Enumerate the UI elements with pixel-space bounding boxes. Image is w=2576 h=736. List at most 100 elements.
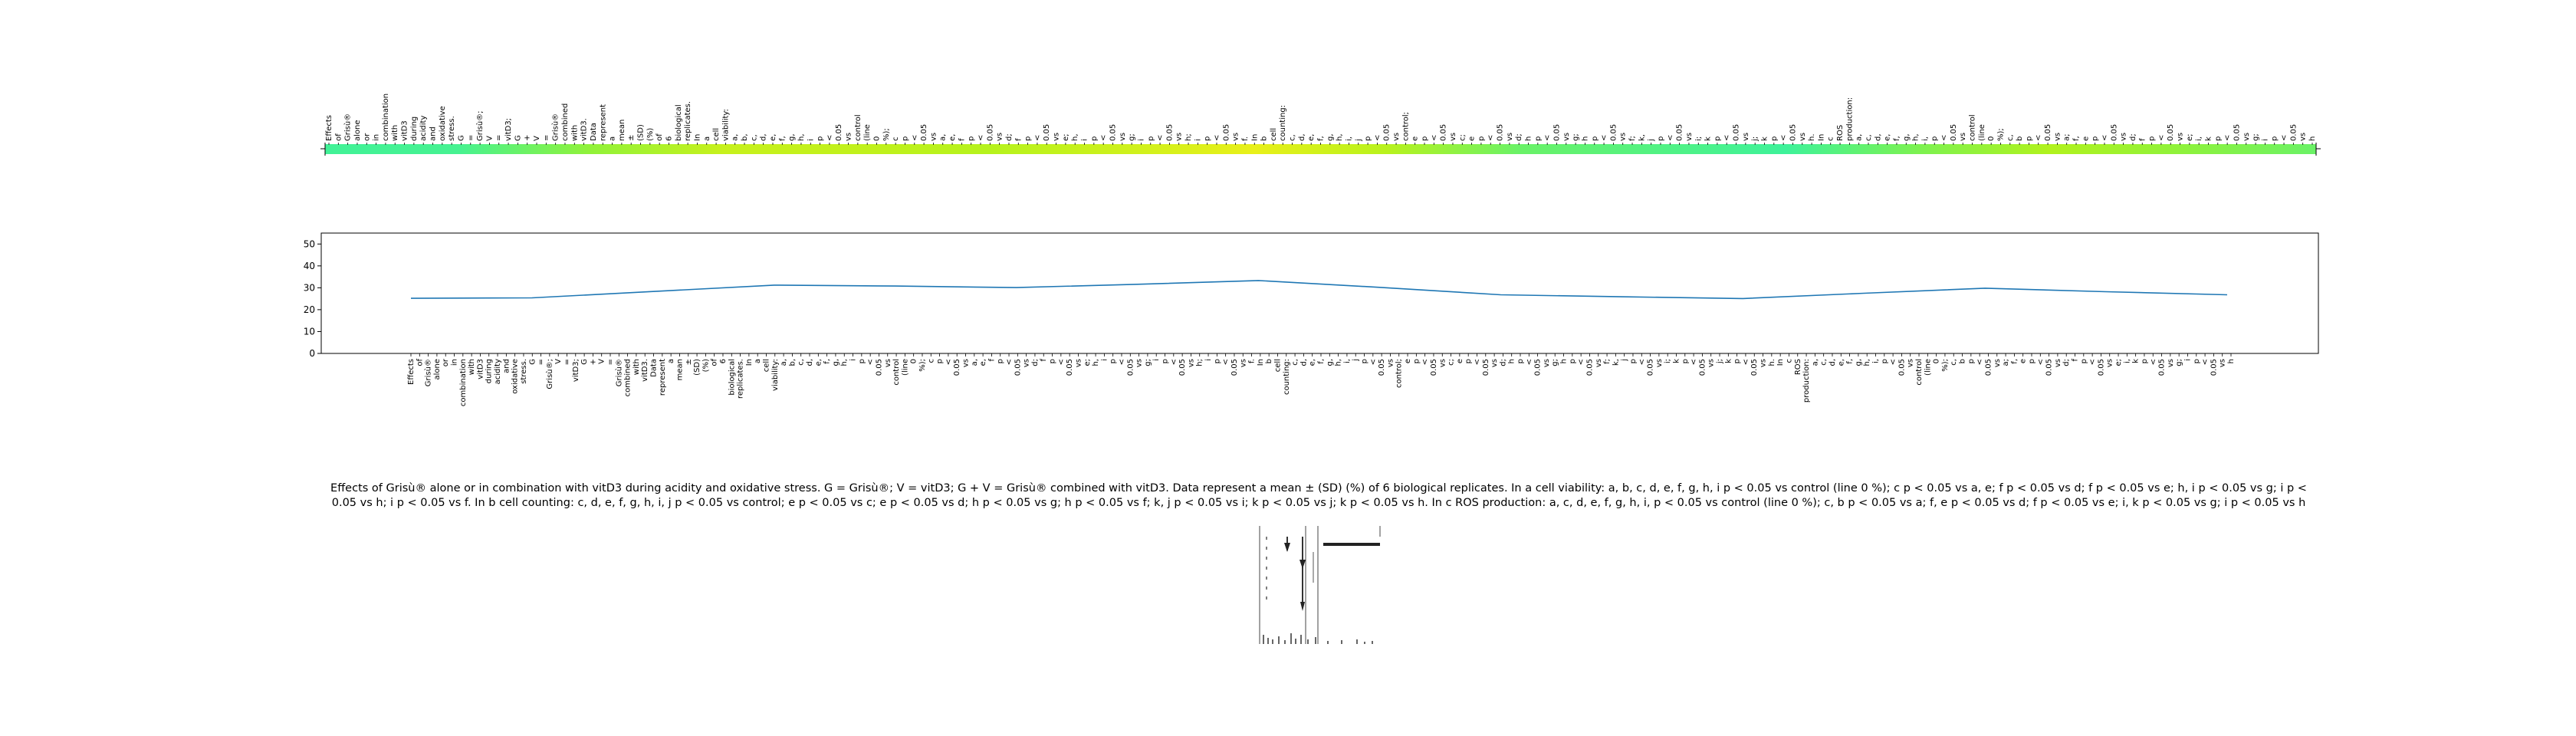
- x-tick-label: e,: [1309, 359, 1317, 366]
- x-tick-label: vs: [962, 359, 971, 367]
- x-tick-label: i;: [1664, 359, 1672, 363]
- y-tick-label: 30: [304, 282, 315, 293]
- heatmap-tick-label: G: [514, 135, 522, 141]
- heatmap-tick-label: vitD3;: [504, 118, 513, 141]
- heatmap-tick-label: <: [1156, 135, 1165, 141]
- heatmap-tick-label: 0.05: [920, 124, 928, 141]
- x-tick-label: b: [1959, 359, 1967, 363]
- x-tick-label: G: [528, 359, 537, 365]
- x-tick-label: 0.05: [1750, 359, 1759, 376]
- heatmap-tick-label: i,: [1345, 136, 1353, 141]
- heatmap-tick-label: e: [2082, 136, 2090, 141]
- x-tick-label: ±: [685, 359, 693, 365]
- x-tick-label: production:: [1802, 359, 1811, 402]
- x-tick-label: vs: [1595, 359, 1603, 367]
- x-tick-label: <: [2201, 359, 2210, 365]
- x-tick-label: 0.05: [1534, 359, 1543, 376]
- heatmap-tick-label: Grisù®;: [475, 110, 485, 141]
- heatmap-tick-label: p: [1090, 136, 1099, 141]
- heatmap-tick-label: (%): [646, 128, 655, 141]
- x-tick-label: p: [1412, 359, 1421, 363]
- heatmap-tick-label: p: [968, 136, 976, 141]
- heatmap-tick-label: e,: [948, 134, 957, 141]
- x-tick-label: f,: [823, 359, 832, 364]
- x-tick-label: vs: [1907, 359, 1915, 367]
- x-tick-label: vs: [1707, 359, 1716, 367]
- heatmap-tick-label: f: [958, 138, 966, 141]
- x-tick-label: and: [502, 359, 511, 373]
- x-tick-label: p: [1361, 359, 1369, 363]
- x-tick-label: h: [1560, 359, 1569, 363]
- x-tick-label: p: [1629, 359, 1638, 363]
- heatmap-tick-label: <: [1373, 135, 1382, 141]
- heatmap-tick-label: cell: [712, 128, 721, 141]
- x-tick-label: vs: [1023, 359, 1031, 367]
- x-tick-label: In: [745, 359, 754, 366]
- x-tick-label: combined: [624, 359, 632, 396]
- x-tick-label: e: [1456, 359, 1464, 363]
- heatmap-tick-label: d,: [1874, 133, 1882, 141]
- x-tick-label: vs: [2167, 359, 2175, 367]
- heatmap-tick-label: i: [2261, 139, 2269, 141]
- heatmap-tick-label: 0.05: [1222, 124, 1230, 141]
- heatmap-tick-label: h: [2308, 136, 2317, 141]
- x-tick-label: oxidative: [511, 359, 520, 394]
- x-tick-label: <: [1421, 359, 1430, 365]
- x-tick-label: c,: [797, 359, 806, 366]
- heatmap-tick-label: vs: [1506, 133, 1514, 141]
- x-tick-label: d,: [806, 359, 814, 366]
- heatmap-tick-label: <: [1779, 135, 1788, 141]
- x-tick-label: 0.05: [1430, 359, 1438, 376]
- x-tick-label: <: [945, 359, 953, 365]
- y-axis: 0 10 20 30 40 50: [304, 238, 321, 359]
- x-tick-label: 0.05: [953, 359, 961, 376]
- heatmap-tick-label: <: [2035, 135, 2043, 141]
- x-tick-label: f,: [2010, 359, 2019, 364]
- x-tick-label: 0: [1933, 359, 1941, 363]
- x-tick-label: <: [1118, 359, 1126, 365]
- heatmap-tick-label: vitD3.: [580, 118, 589, 141]
- heatmap-tick-label: vs: [1685, 133, 1694, 141]
- x-tick-label: d;: [1031, 359, 1040, 366]
- heatmap-tick-label: 0.05: [1789, 124, 1797, 141]
- y-tick-label: 20: [304, 304, 315, 315]
- heatmap-tick-label: with: [391, 125, 399, 141]
- heatmap-tick-label: c: [892, 137, 900, 142]
- x-tick-label: p: [2141, 359, 2149, 363]
- heatmap-tick-label: 0.05: [986, 124, 994, 141]
- x-tick-label: =: [563, 359, 571, 365]
- x-tick-label: c;: [1447, 359, 1456, 366]
- x-tick-label: h: [1508, 359, 1516, 363]
- heatmap-tick-label: oxidative: [439, 106, 447, 141]
- x-tick-label: 6: [719, 359, 728, 363]
- x-tick-label: <: [1638, 359, 1646, 365]
- x-tick-label: <: [2036, 359, 2045, 365]
- heatmap-tick-label: 0.05: [1733, 124, 1741, 141]
- x-tick-label: vs: [1543, 359, 1551, 367]
- x-tick-label: 0.05: [1898, 359, 1906, 376]
- heatmap-tick-label: c;: [1458, 134, 1467, 141]
- heatmap-tick-label: g;: [1128, 133, 1136, 141]
- x-tick-label: e,: [1837, 359, 1845, 366]
- heatmap-tick-label: 0: [1987, 136, 1996, 141]
- heatmap-tick-label: h.: [1808, 133, 1816, 141]
- x-tick-label: represent: [659, 359, 667, 396]
- heatmap-tick-label: p: [2148, 136, 2157, 141]
- heatmap-tick-label: or: [363, 133, 371, 141]
- x-tick-label: 0.05: [2097, 359, 2105, 376]
- heatmap-tick-label: d;: [1515, 133, 1523, 141]
- heatmap-tick-label: a;: [2063, 134, 2072, 142]
- x-tick-label: e: [1404, 359, 1412, 363]
- x-tick-label: a,: [1811, 359, 1819, 366]
- x-tick-label: stress.: [520, 359, 528, 384]
- heatmap-tick-label: <: [1600, 135, 1608, 141]
- heatmap-tick-label: g,: [788, 133, 797, 141]
- heatmap-tick-label: d,: [1298, 133, 1306, 141]
- heatmap-tick-label: 0: [873, 136, 882, 141]
- heatmap-tick-label: <: [826, 135, 834, 141]
- x-tick-label: alone: [433, 359, 442, 380]
- x-tick-label: a: [754, 359, 762, 363]
- x-tick-label: <: [1976, 359, 1984, 365]
